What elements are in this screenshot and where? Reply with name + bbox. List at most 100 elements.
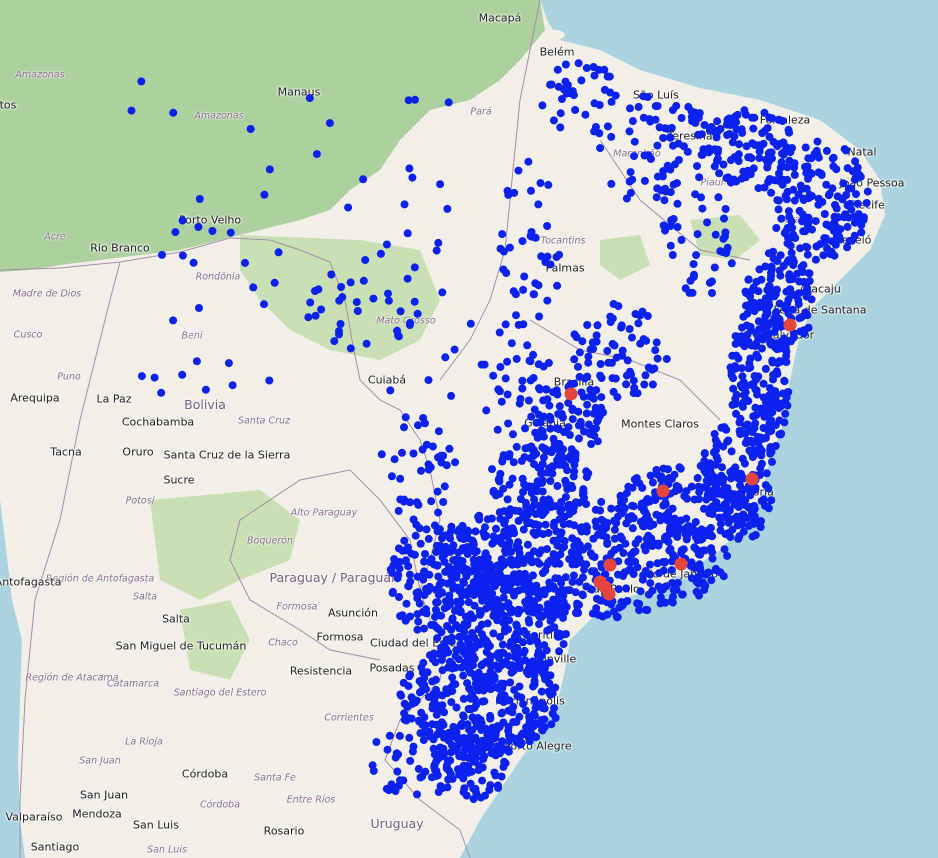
location-marker[interactable] xyxy=(626,168,635,177)
location-marker[interactable] xyxy=(749,164,758,173)
location-marker[interactable] xyxy=(466,319,475,328)
location-marker[interactable] xyxy=(771,442,780,450)
location-marker[interactable] xyxy=(518,376,527,385)
location-marker[interactable] xyxy=(695,591,703,600)
location-marker[interactable] xyxy=(636,587,645,596)
location-marker[interactable] xyxy=(757,344,766,353)
location-marker[interactable] xyxy=(770,314,779,323)
location-marker[interactable] xyxy=(440,482,449,491)
location-marker[interactable] xyxy=(504,542,513,551)
location-marker[interactable] xyxy=(535,641,543,650)
location-marker[interactable] xyxy=(459,694,468,703)
location-marker[interactable] xyxy=(450,345,459,354)
location-marker[interactable] xyxy=(673,223,682,231)
location-marker[interactable] xyxy=(596,144,605,153)
location-marker[interactable] xyxy=(669,180,678,189)
location-marker[interactable] xyxy=(524,157,533,166)
location-marker[interactable] xyxy=(447,522,456,531)
location-marker[interactable] xyxy=(497,397,506,406)
location-marker[interactable] xyxy=(171,228,180,237)
location-marker[interactable] xyxy=(195,195,204,203)
location-marker[interactable] xyxy=(492,745,501,754)
location-marker[interactable] xyxy=(660,558,669,567)
location-marker[interactable] xyxy=(643,606,652,615)
location-marker[interactable] xyxy=(550,518,559,527)
location-marker[interactable] xyxy=(757,275,766,284)
location-marker[interactable] xyxy=(540,671,548,679)
location-marker[interactable] xyxy=(551,574,560,583)
location-marker[interactable] xyxy=(554,632,563,641)
location-marker[interactable] xyxy=(779,389,787,398)
location-marker[interactable] xyxy=(468,629,477,637)
location-marker[interactable] xyxy=(723,512,732,521)
location-marker[interactable] xyxy=(748,113,757,122)
location-marker[interactable] xyxy=(412,696,421,705)
location-marker[interactable] xyxy=(466,779,475,788)
location-marker[interactable] xyxy=(765,281,774,290)
location-marker[interactable] xyxy=(601,570,610,579)
location-marker[interactable] xyxy=(575,540,584,549)
location-marker[interactable] xyxy=(584,352,593,361)
location-marker[interactable] xyxy=(442,461,451,470)
location-marker[interactable] xyxy=(564,398,573,407)
location-marker[interactable] xyxy=(782,358,791,366)
location-marker[interactable] xyxy=(730,153,739,162)
location-marker[interactable] xyxy=(727,259,736,268)
location-marker[interactable] xyxy=(729,384,738,393)
location-marker[interactable] xyxy=(642,513,651,522)
location-marker[interactable] xyxy=(646,155,655,163)
location-marker[interactable] xyxy=(677,236,686,244)
location-marker[interactable] xyxy=(486,576,495,585)
location-marker[interactable] xyxy=(751,485,760,494)
location-marker[interactable] xyxy=(521,444,530,453)
location-marker[interactable] xyxy=(700,121,709,129)
location-marker[interactable] xyxy=(480,752,489,761)
location-marker[interactable] xyxy=(553,482,562,490)
location-marker[interactable] xyxy=(661,532,670,541)
location-marker[interactable] xyxy=(476,572,485,581)
location-marker[interactable] xyxy=(463,740,472,749)
location-marker[interactable] xyxy=(687,482,696,491)
location-marker[interactable] xyxy=(406,498,414,507)
location-marker[interactable] xyxy=(189,258,198,267)
location-marker[interactable] xyxy=(629,376,638,385)
location-marker[interactable] xyxy=(543,296,552,305)
location-marker[interactable] xyxy=(666,188,675,197)
location-marker[interactable] xyxy=(440,733,448,742)
location-marker[interactable] xyxy=(137,372,146,381)
location-marker[interactable] xyxy=(401,413,410,422)
location-marker[interactable] xyxy=(748,428,757,436)
location-marker[interactable] xyxy=(721,205,730,213)
location-marker[interactable] xyxy=(530,696,539,704)
location-marker[interactable] xyxy=(440,708,449,717)
location-marker[interactable] xyxy=(713,117,722,126)
location-marker[interactable] xyxy=(540,715,549,724)
location-marker[interactable] xyxy=(827,247,836,256)
location-marker[interactable] xyxy=(157,388,166,397)
location-marker[interactable] xyxy=(530,495,539,504)
location-marker[interactable] xyxy=(747,326,756,335)
location-marker[interactable] xyxy=(536,503,545,512)
location-marker[interactable] xyxy=(464,527,473,536)
location-marker[interactable] xyxy=(515,660,524,669)
location-marker[interactable] xyxy=(739,167,748,176)
location-marker[interactable] xyxy=(803,250,812,259)
location-marker[interactable] xyxy=(489,629,498,638)
location-marker[interactable] xyxy=(819,251,828,260)
location-marker[interactable] xyxy=(500,507,509,516)
location-marker[interactable] xyxy=(518,237,527,246)
location-marker[interactable] xyxy=(558,544,567,553)
location-marker[interactable] xyxy=(445,444,454,453)
location-marker[interactable] xyxy=(791,234,800,243)
location-marker[interactable] xyxy=(432,685,441,694)
location-marker[interactable] xyxy=(555,250,564,259)
location-marker[interactable] xyxy=(842,146,850,155)
location-marker[interactable] xyxy=(668,518,677,527)
location-marker[interactable] xyxy=(753,390,762,399)
location-marker[interactable] xyxy=(453,734,462,743)
location-marker[interactable] xyxy=(765,113,774,122)
location-marker[interactable] xyxy=(417,663,426,672)
location-marker[interactable] xyxy=(722,425,731,434)
location-marker[interactable] xyxy=(528,446,537,455)
location-marker[interactable] xyxy=(526,728,535,737)
